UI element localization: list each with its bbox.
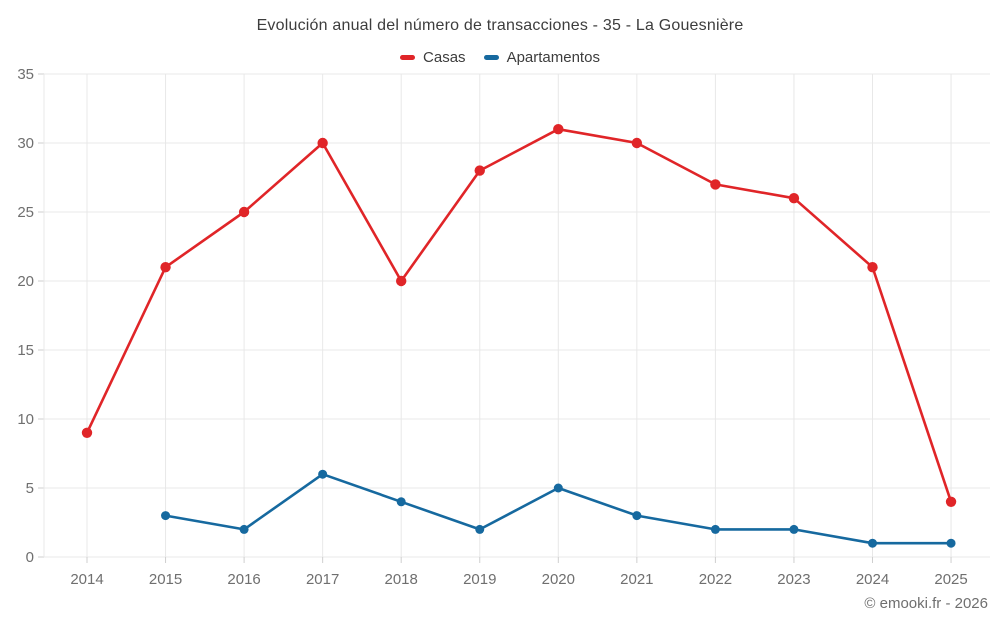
chart-title: Evolución anual del número de transaccio… — [256, 17, 744, 34]
legend-swatch-apartamentos-icon — [483, 54, 499, 60]
legend-swatch-casas-icon — [400, 54, 416, 60]
svg-text:2019: 2019 — [463, 571, 496, 588]
svg-text:10: 10 — [17, 411, 34, 428]
svg-text:25: 25 — [17, 204, 34, 221]
svg-text:2024: 2024 — [856, 571, 889, 588]
svg-text:35: 35 — [17, 66, 34, 83]
svg-text:2017: 2017 — [306, 571, 339, 588]
legend-label-casas: Casas — [423, 48, 466, 66]
legend-item-apartamentos[interactable]: Apartamentos — [483, 48, 600, 66]
svg-text:30: 30 — [17, 135, 34, 152]
svg-text:2025: 2025 — [934, 571, 967, 588]
svg-text:2018: 2018 — [385, 571, 418, 588]
svg-text:2016: 2016 — [227, 571, 260, 588]
svg-text:20: 20 — [17, 273, 34, 290]
svg-text:2021: 2021 — [620, 571, 653, 588]
svg-text:15: 15 — [17, 342, 34, 359]
legend-label-apartamentos: Apartamentos — [506, 48, 600, 66]
svg-text:2023: 2023 — [777, 571, 810, 588]
svg-text:2022: 2022 — [699, 571, 732, 588]
svg-text:2020: 2020 — [542, 571, 575, 588]
legend-item-casas[interactable]: Casas — [400, 49, 466, 66]
svg-text:2014: 2014 — [70, 571, 103, 588]
svg-text:5: 5 — [26, 480, 34, 497]
svg-text:2015: 2015 — [149, 571, 182, 588]
attribution-text: © emooki.fr - 2026 — [864, 595, 988, 612]
svg-text:0: 0 — [26, 549, 34, 566]
chart-legend: Casas Apartamentos — [0, 47, 1000, 67]
